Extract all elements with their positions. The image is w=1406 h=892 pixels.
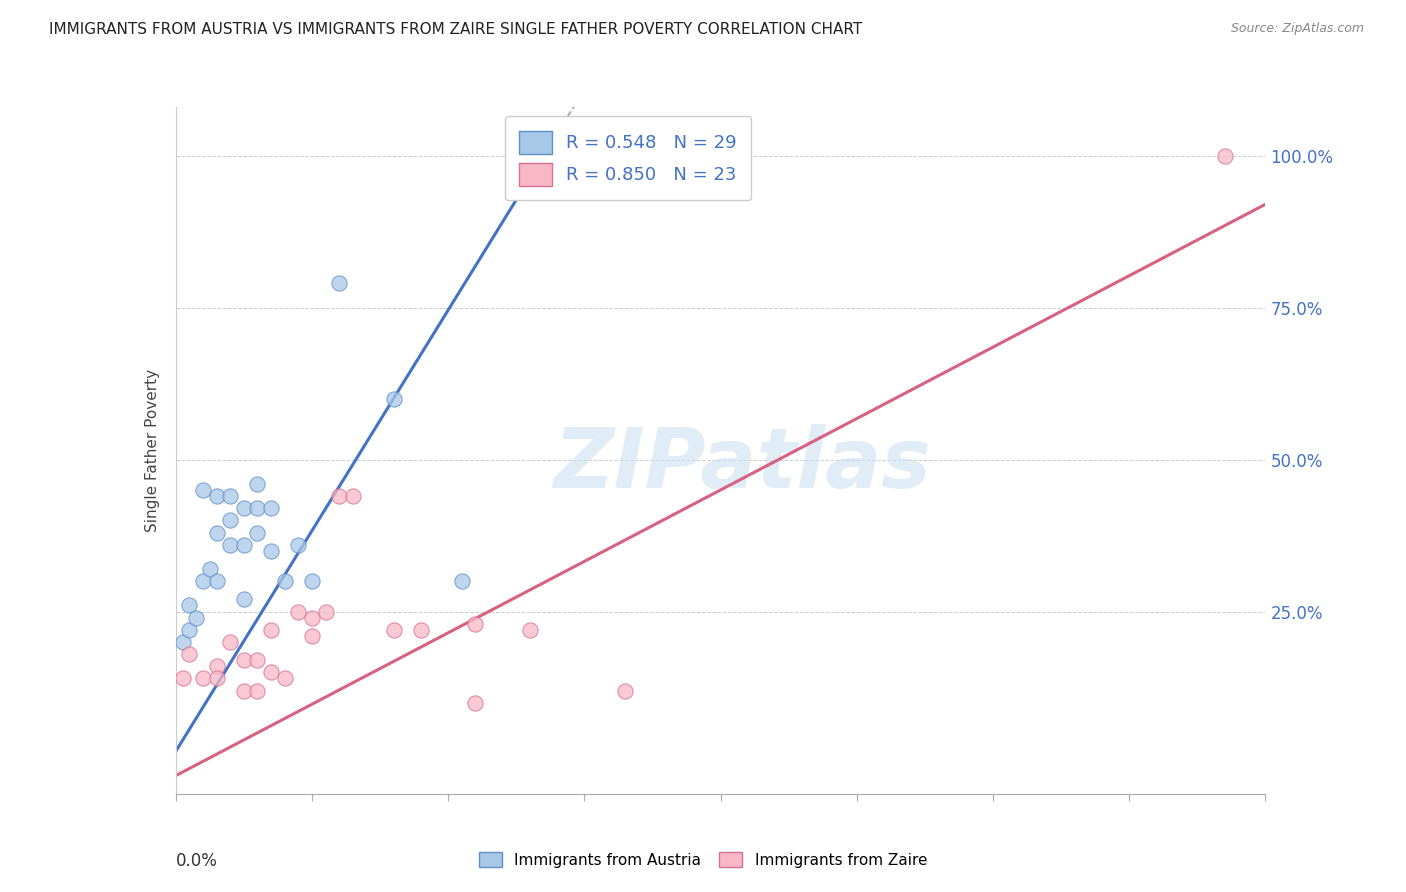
Point xyxy=(219,513,242,527)
Point xyxy=(198,562,221,576)
Point xyxy=(464,696,486,710)
Point xyxy=(232,653,254,667)
Point xyxy=(205,525,228,540)
Text: 0.0%: 0.0% xyxy=(176,852,218,871)
Point xyxy=(274,574,297,589)
Text: Source: ZipAtlas.com: Source: ZipAtlas.com xyxy=(1230,22,1364,36)
Point xyxy=(614,149,637,163)
Point xyxy=(464,616,486,631)
Point xyxy=(260,623,283,637)
Point xyxy=(232,538,254,552)
Point xyxy=(260,501,283,516)
Point xyxy=(246,525,269,540)
Point xyxy=(342,489,364,503)
Point xyxy=(287,538,309,552)
Point xyxy=(219,538,242,552)
Point xyxy=(179,599,201,613)
Point xyxy=(179,623,201,637)
Point xyxy=(246,683,269,698)
Point xyxy=(274,672,297,686)
Point xyxy=(172,635,194,649)
Point xyxy=(382,623,405,637)
Point xyxy=(246,653,269,667)
Point xyxy=(205,659,228,673)
Text: IMMIGRANTS FROM AUSTRIA VS IMMIGRANTS FROM ZAIRE SINGLE FATHER POVERTY CORRELATI: IMMIGRANTS FROM AUSTRIA VS IMMIGRANTS FR… xyxy=(49,22,862,37)
Point xyxy=(1213,149,1236,163)
Point xyxy=(232,592,254,607)
Point xyxy=(232,501,254,516)
Y-axis label: Single Father Poverty: Single Father Poverty xyxy=(145,369,160,532)
Point xyxy=(519,623,541,637)
Point xyxy=(301,629,323,643)
Point xyxy=(205,574,228,589)
Point xyxy=(191,483,214,497)
Point xyxy=(246,501,269,516)
Point xyxy=(205,672,228,686)
Point xyxy=(172,672,194,686)
Point xyxy=(186,610,208,624)
Point xyxy=(219,635,242,649)
Point xyxy=(328,277,350,291)
Point xyxy=(191,672,214,686)
Legend: R = 0.548   N = 29, R = 0.850   N = 23: R = 0.548 N = 29, R = 0.850 N = 23 xyxy=(505,116,751,201)
Point xyxy=(382,392,405,406)
Point xyxy=(260,543,283,558)
Point xyxy=(205,489,228,503)
Point xyxy=(246,476,269,491)
Point xyxy=(287,605,309,619)
Point xyxy=(519,149,541,163)
Point xyxy=(179,647,201,661)
Point xyxy=(219,489,242,503)
Text: ZIPatlas: ZIPatlas xyxy=(554,424,931,505)
Point xyxy=(260,665,283,680)
Point xyxy=(301,574,323,589)
Point xyxy=(409,623,432,637)
Legend: Immigrants from Austria, Immigrants from Zaire: Immigrants from Austria, Immigrants from… xyxy=(471,844,935,875)
Point xyxy=(315,605,337,619)
Point xyxy=(191,574,214,589)
Point xyxy=(450,574,472,589)
Point xyxy=(328,489,350,503)
Point xyxy=(301,610,323,624)
Point xyxy=(614,683,637,698)
Point xyxy=(232,683,254,698)
